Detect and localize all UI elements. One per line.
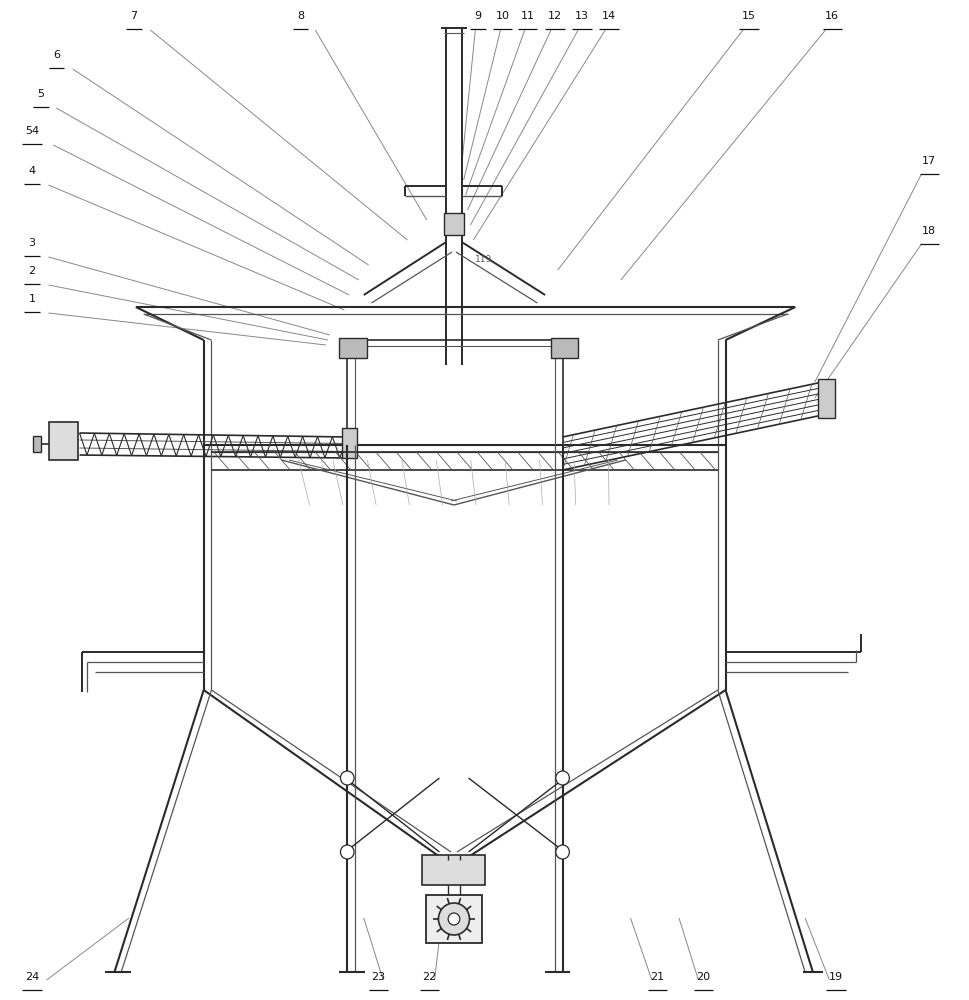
Text: 119: 119	[475, 255, 492, 264]
Text: 2: 2	[28, 266, 36, 276]
Text: 13: 13	[575, 11, 588, 21]
Bar	[33, 436, 41, 452]
Text: 14: 14	[602, 11, 615, 21]
Circle shape	[438, 903, 469, 935]
Text: 16: 16	[825, 11, 838, 21]
Text: 54: 54	[25, 126, 39, 136]
Bar	[422, 855, 484, 885]
Circle shape	[340, 845, 354, 859]
Text: 22: 22	[422, 972, 436, 982]
Circle shape	[448, 913, 459, 925]
Bar	[425, 895, 482, 943]
Text: 17: 17	[922, 156, 935, 166]
Text: 24: 24	[25, 972, 39, 982]
Circle shape	[555, 845, 569, 859]
Text: 19: 19	[828, 972, 842, 982]
Bar	[48, 422, 78, 460]
Text: 1: 1	[28, 294, 36, 304]
Text: 10: 10	[495, 11, 509, 21]
Bar	[339, 338, 366, 358]
Text: 12: 12	[547, 11, 561, 21]
Text: 3: 3	[28, 238, 36, 248]
Text: 4: 4	[28, 166, 36, 176]
Bar	[817, 379, 834, 418]
Circle shape	[555, 771, 569, 785]
Text: 21: 21	[650, 972, 664, 982]
Text: 6: 6	[52, 50, 60, 60]
Bar	[444, 213, 463, 235]
Text: 15: 15	[741, 11, 755, 21]
Circle shape	[340, 771, 354, 785]
Bar	[550, 338, 578, 358]
Text: 9: 9	[474, 11, 482, 21]
Text: 5: 5	[37, 89, 45, 99]
Text: 18: 18	[922, 226, 935, 236]
Text: 7: 7	[130, 11, 138, 21]
Text: 8: 8	[297, 11, 304, 21]
Text: 23: 23	[371, 972, 385, 982]
Bar	[342, 428, 357, 458]
Text: 20: 20	[696, 972, 709, 982]
Text: 11: 11	[520, 11, 534, 21]
